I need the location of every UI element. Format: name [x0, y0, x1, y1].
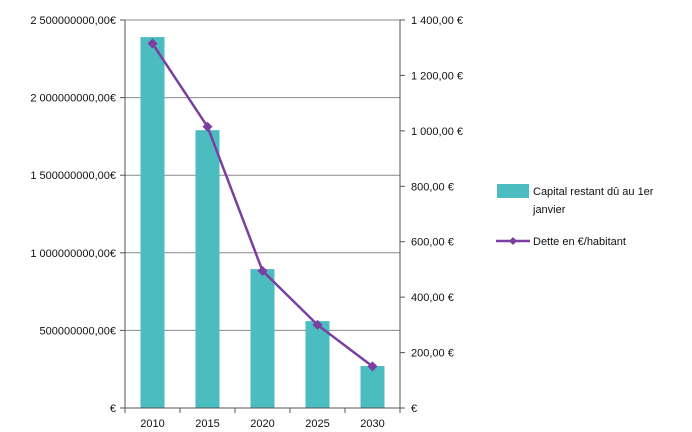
left-tick-label: 1 500000000,00€: [30, 170, 116, 182]
line-point-2010: [147, 38, 158, 49]
x-axis-ticks: 2010 2015 2020 2025 2030: [140, 418, 384, 430]
left-tick-label: 2 000000000,00€: [30, 93, 116, 105]
x-tick-label-2030: 2030: [360, 418, 384, 430]
right-axis-ticks: €200,00 € 400,00 € 600,00 € 800,00 € 1 000,0…: [411, 15, 463, 415]
legend-marker-dette: [509, 237, 517, 245]
right-tick-label: 800,00 €: [411, 181, 454, 193]
legend-label-capital-line2: janvier: [532, 204, 566, 216]
bar-2015: [195, 130, 220, 408]
x-tick-label-2025: 2025: [305, 418, 329, 430]
x-tick-label-2010: 2010: [140, 418, 164, 430]
legend-label-capital-line1: Capital restant dû au 1er: [533, 186, 654, 198]
right-tick-label: 200,00 €: [411, 348, 454, 360]
right-tick-label: 1 000,00 €: [411, 126, 463, 138]
left-tick-label: €: [110, 403, 116, 415]
right-tick-label: 600,00 €: [411, 237, 454, 249]
right-tick-label: 1 200,00 €: [411, 70, 463, 82]
left-tick-label: 2 500000000,00€: [30, 15, 116, 27]
line-point-2030: [367, 361, 378, 372]
bar-series: [140, 37, 385, 409]
line-series: [147, 38, 378, 372]
legend-swatch-capital: [497, 184, 529, 198]
right-tick-label: €: [411, 403, 417, 415]
legend-label-dette: Dette en €/habitant: [533, 236, 626, 248]
bar-2030: [360, 366, 385, 408]
bar-2025: [305, 321, 330, 408]
left-tick-label: 500000000,00€: [40, 325, 116, 337]
bar-2020: [250, 269, 275, 408]
line-point-2025: [312, 319, 323, 330]
x-tick-label-2015: 2015: [195, 418, 219, 430]
gridlines: [125, 19, 400, 331]
legend: Capital restant dû au 1er janvier Dette …: [496, 184, 654, 248]
left-axis-ticks: €500000000,00€ 1 000000000,00€ 1 500000000…: [30, 15, 116, 415]
x-tick-label-2020: 2020: [250, 418, 274, 430]
left-tick-label: 1 000000000,00€: [30, 248, 116, 260]
axes: [120, 19, 405, 413]
right-tick-label: 1 400,00 €: [411, 15, 463, 27]
bar-2010: [140, 37, 165, 409]
line-point-2020: [257, 265, 268, 276]
right-tick-label: 400,00 €: [411, 292, 454, 304]
line-point-2015: [202, 121, 213, 132]
